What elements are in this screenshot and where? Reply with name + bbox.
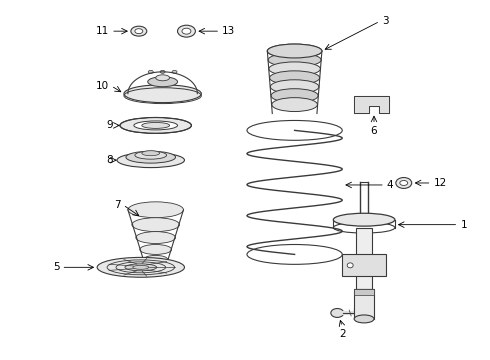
Ellipse shape bbox=[269, 62, 320, 76]
Ellipse shape bbox=[135, 151, 167, 159]
Ellipse shape bbox=[140, 244, 171, 255]
Text: 7: 7 bbox=[114, 200, 121, 210]
Ellipse shape bbox=[146, 264, 166, 270]
Ellipse shape bbox=[134, 121, 177, 130]
Ellipse shape bbox=[400, 180, 408, 185]
Ellipse shape bbox=[135, 29, 143, 33]
Ellipse shape bbox=[347, 263, 353, 268]
Text: 8: 8 bbox=[106, 155, 113, 165]
Ellipse shape bbox=[131, 26, 147, 36]
Ellipse shape bbox=[148, 77, 177, 87]
Ellipse shape bbox=[354, 315, 374, 323]
Ellipse shape bbox=[331, 309, 343, 318]
Ellipse shape bbox=[333, 213, 395, 226]
Ellipse shape bbox=[268, 44, 322, 58]
Ellipse shape bbox=[160, 70, 165, 73]
Ellipse shape bbox=[133, 265, 149, 269]
Text: 6: 6 bbox=[370, 126, 377, 136]
Text: 9: 9 bbox=[106, 121, 113, 130]
Ellipse shape bbox=[125, 264, 157, 271]
Ellipse shape bbox=[268, 44, 322, 58]
Ellipse shape bbox=[120, 117, 192, 133]
Ellipse shape bbox=[272, 98, 318, 112]
Text: 13: 13 bbox=[222, 26, 235, 36]
Text: 1: 1 bbox=[460, 220, 467, 230]
Ellipse shape bbox=[142, 206, 170, 214]
Ellipse shape bbox=[396, 177, 412, 188]
Ellipse shape bbox=[136, 231, 175, 243]
Polygon shape bbox=[354, 96, 389, 113]
Text: 10: 10 bbox=[96, 81, 109, 91]
Ellipse shape bbox=[132, 218, 179, 231]
Bar bbox=[354, 289, 374, 319]
Bar bbox=[354, 289, 374, 295]
Ellipse shape bbox=[128, 202, 183, 218]
Text: 11: 11 bbox=[96, 26, 109, 36]
Bar bbox=[356, 228, 372, 289]
Ellipse shape bbox=[172, 70, 177, 73]
Ellipse shape bbox=[117, 153, 184, 168]
Text: 12: 12 bbox=[434, 178, 447, 188]
Bar bbox=[342, 255, 386, 276]
Text: 4: 4 bbox=[387, 180, 393, 190]
Ellipse shape bbox=[270, 80, 319, 94]
Ellipse shape bbox=[126, 151, 175, 163]
Ellipse shape bbox=[177, 25, 196, 37]
Ellipse shape bbox=[144, 255, 168, 264]
Ellipse shape bbox=[268, 53, 321, 67]
Ellipse shape bbox=[142, 122, 170, 129]
Ellipse shape bbox=[142, 151, 160, 156]
Ellipse shape bbox=[124, 85, 201, 103]
Ellipse shape bbox=[271, 89, 318, 103]
Ellipse shape bbox=[97, 257, 184, 277]
Ellipse shape bbox=[156, 75, 170, 81]
Ellipse shape bbox=[270, 71, 319, 85]
Ellipse shape bbox=[182, 28, 191, 34]
Text: 5: 5 bbox=[53, 262, 59, 272]
Text: 2: 2 bbox=[339, 329, 345, 339]
Text: 3: 3 bbox=[382, 16, 389, 26]
Ellipse shape bbox=[148, 70, 153, 73]
